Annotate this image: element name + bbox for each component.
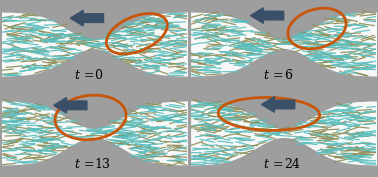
FancyArrow shape	[70, 10, 104, 26]
Text: 0: 0	[94, 69, 102, 82]
FancyArrow shape	[262, 97, 295, 112]
Text: t =: t =	[264, 69, 284, 82]
Text: t =: t =	[75, 69, 94, 82]
Text: t =: t =	[264, 158, 284, 171]
Text: 13: 13	[94, 158, 110, 171]
Text: 24: 24	[284, 158, 300, 171]
Text: 6: 6	[284, 69, 292, 82]
Text: t =: t =	[75, 158, 94, 171]
FancyArrow shape	[54, 98, 87, 113]
FancyArrow shape	[251, 8, 284, 23]
